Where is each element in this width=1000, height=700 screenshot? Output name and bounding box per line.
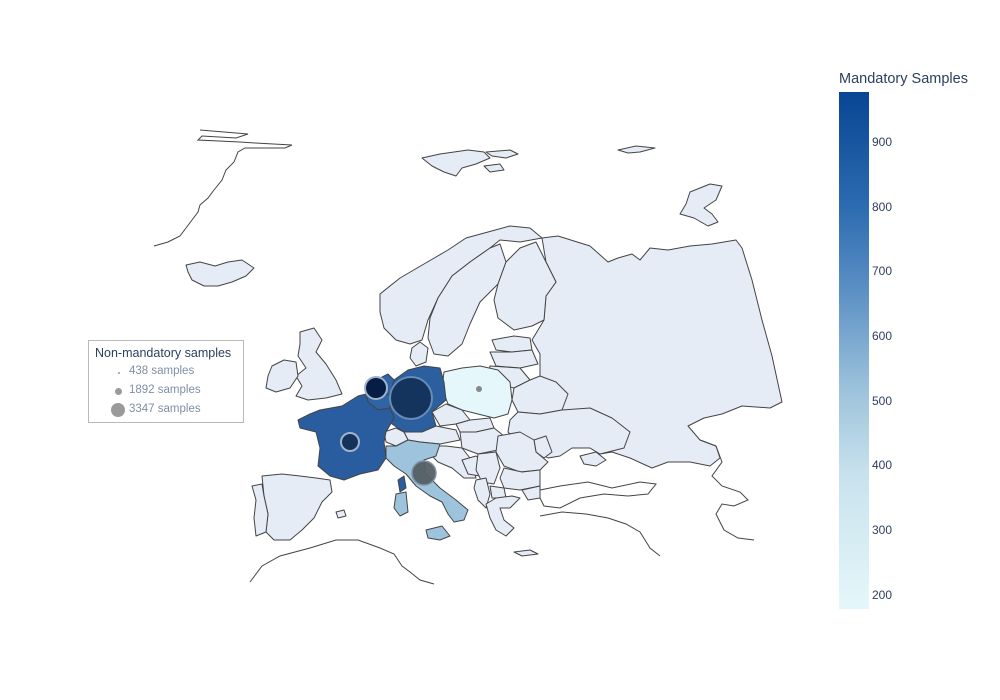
country-belarus[interactable] — [511, 375, 569, 415]
colorbar-tick: 600 — [872, 329, 893, 343]
country-portugal[interactable] — [251, 483, 269, 537]
caspian-coast — [699, 439, 755, 541]
country-ireland[interactable] — [265, 359, 299, 393]
colorbar-title: Mandatory Samples — [839, 71, 968, 87]
colorbar-tick: 400 — [872, 458, 893, 472]
country-iceland[interactable] — [185, 259, 255, 287]
legend-marker-medium — [115, 388, 122, 395]
country-corsica[interactable] — [397, 475, 407, 493]
country-norway[interactable] — [379, 225, 543, 345]
legend-marker-large — [111, 403, 125, 417]
country-balearic[interactable] — [335, 509, 347, 519]
colorbar — [839, 92, 869, 609]
colorbar-tick: 800 — [872, 200, 893, 214]
country-serbia[interactable] — [475, 451, 501, 485]
turkey-coast — [539, 481, 657, 509]
country-crimea[interactable] — [579, 451, 607, 467]
colorbar-tick: 700 — [872, 264, 893, 278]
country-sweden[interactable] — [427, 243, 507, 357]
country-svalbard[interactable] — [421, 149, 519, 177]
legend-marker-small — [118, 372, 120, 374]
country-finland[interactable] — [493, 241, 557, 331]
country-netherlands[interactable] — [371, 373, 395, 397]
colorbar-tick: 900 — [872, 135, 893, 149]
colorbar-tick: 300 — [872, 523, 893, 537]
mediterranean-south-coast — [249, 511, 661, 585]
country-romania[interactable] — [495, 431, 549, 473]
country-latvia[interactable] — [489, 349, 539, 369]
country-greece[interactable] — [485, 495, 521, 537]
size-legend: Non-mandatory samples 438 samples 1892 s… — [88, 340, 244, 423]
country-crete[interactable] — [513, 549, 539, 557]
country-novaya-zemlya[interactable] — [679, 183, 723, 227]
country-estonia[interactable] — [491, 335, 533, 353]
country-franz-josef[interactable] — [617, 145, 656, 154]
colorbar-tick: 200 — [872, 588, 893, 602]
country-turkey-thrace[interactable] — [521, 485, 541, 501]
colorbar-tick: 500 — [872, 394, 893, 408]
country-sardinia[interactable] — [393, 491, 409, 517]
country-slovenia-croatia[interactable] — [429, 445, 477, 479]
country-poland[interactable] — [441, 365, 513, 419]
country-spain[interactable] — [261, 473, 333, 541]
greenland-coast — [153, 129, 293, 247]
country-uk[interactable] — [295, 327, 343, 401]
country-denmark[interactable] — [409, 341, 429, 367]
country-macedonia[interactable] — [489, 485, 507, 499]
legend-title: Non-mandatory samples — [95, 346, 232, 360]
country-bulgaria[interactable] — [499, 467, 541, 491]
country-germany[interactable] — [385, 365, 447, 433]
country-montenegro-albania[interactable] — [473, 477, 491, 509]
country-sicily[interactable] — [425, 525, 451, 541]
